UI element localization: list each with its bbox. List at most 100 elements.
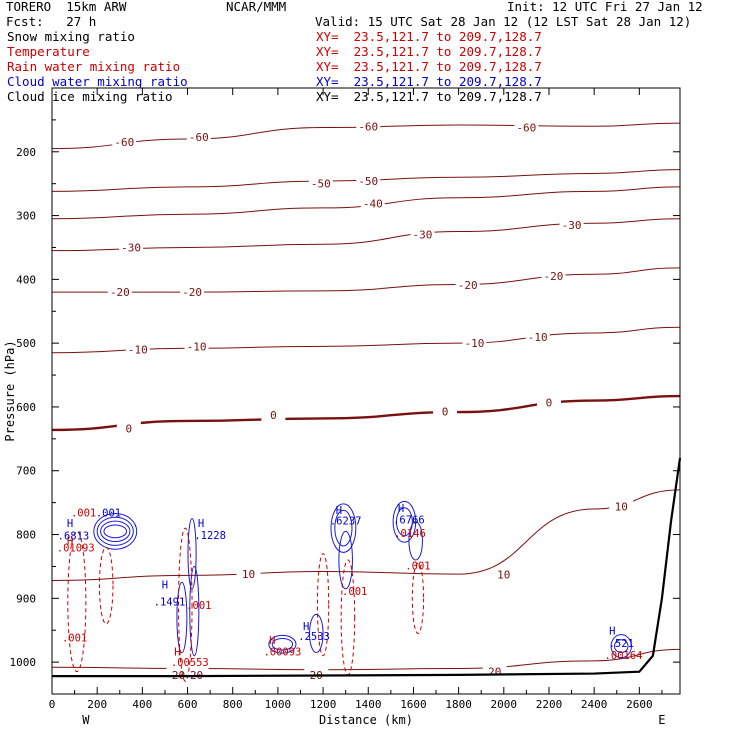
cloud-water-contour xyxy=(100,520,131,543)
mixing-ratio-annotation: .6813 xyxy=(58,531,90,543)
mixing-ratio-annotation: .001 xyxy=(342,586,367,598)
isotherm-label: -40 xyxy=(363,197,383,210)
x-tick-label: 1400 xyxy=(355,698,382,711)
isotherm-label: 20 xyxy=(488,666,501,679)
plot-frame xyxy=(51,87,681,695)
isotherm-label-bg xyxy=(125,342,150,356)
model-label: TORERO 15km ARW xyxy=(6,0,127,14)
isotherm-label: -60 xyxy=(358,120,378,133)
isotherm-label-bg xyxy=(541,269,566,283)
isotherm-label-bg xyxy=(491,567,516,581)
y-axis-title: Pressure (hPa) xyxy=(3,340,17,441)
isotherm-label-bg xyxy=(180,285,205,299)
x-tick-label: 2600 xyxy=(626,698,653,711)
isotherm-label-bg xyxy=(184,339,209,353)
isotherm-label-bg xyxy=(559,218,584,232)
y-tick-label: 400 xyxy=(16,273,36,286)
valid-label: Valid: 15 UTC Sat 28 Jan 12 (12 LST Sat … xyxy=(315,14,692,29)
cloud-water-contour xyxy=(309,613,324,654)
isotherm-label-bg xyxy=(462,336,487,350)
x-tick-label: 1200 xyxy=(310,698,337,711)
isotherm-label: -20 xyxy=(182,286,202,299)
mixing-ratio-annotation: .001 xyxy=(186,600,211,612)
isotherm-label-bg xyxy=(166,667,191,681)
rain-water-contour xyxy=(340,559,356,676)
isotherm-label: -50 xyxy=(358,175,378,188)
rain-water-contour xyxy=(67,530,87,673)
y-tick-label: 700 xyxy=(16,465,36,478)
mixing-ratio-annotation: .521 xyxy=(609,638,634,650)
cloud-water-contour xyxy=(96,516,134,546)
cloud-water-contour xyxy=(176,581,188,654)
isotherm-label: -60 xyxy=(189,131,209,144)
field-temperature-name: Temperature xyxy=(7,44,90,59)
mixing-ratio-annotation: .1228 xyxy=(194,530,226,542)
mixing-ratio-annotation: .001 xyxy=(405,561,430,573)
x-tick-label: 1800 xyxy=(445,698,472,711)
terrain-surface-line xyxy=(52,457,682,678)
x-tick-label: 1000 xyxy=(265,698,292,711)
isotherm-label: -10 xyxy=(528,331,548,344)
isotherm-label: -20 xyxy=(544,270,564,283)
mixing-ratio-annotation: .001 xyxy=(62,633,87,645)
cloud-water-contour xyxy=(330,503,357,553)
isotherm-label-bg xyxy=(410,227,435,241)
mixing-ratio-annotation: H xyxy=(162,580,168,592)
cloud-water-contour xyxy=(271,638,294,651)
isotherm-label-bg xyxy=(308,176,333,190)
field-temperature-xy: XY= 23.5,121.7 to 209.7,128.7 xyxy=(316,44,542,59)
east-label: E xyxy=(658,713,665,727)
isotherm-label: 10 xyxy=(615,500,628,513)
isotherm-0 xyxy=(51,394,681,432)
isotherm-label: -20 xyxy=(458,279,478,292)
mixing-ratio-annotation: .001 xyxy=(96,508,121,520)
isotherm-label: -10 xyxy=(464,337,484,350)
mixing-ratio-annotation: .00553 xyxy=(171,657,209,669)
field-rain-name: Rain water mixing ratio xyxy=(7,59,181,74)
rain-water-contour xyxy=(98,546,114,625)
x-axis-title: Distance (km) xyxy=(319,713,413,727)
x-tick-label: 600 xyxy=(178,698,198,711)
cloud-water-contour xyxy=(613,639,629,654)
isotherm-label-bg xyxy=(455,278,480,292)
isotherm-label: 10 xyxy=(497,569,510,582)
isotherm-label-bg xyxy=(433,404,458,418)
isotherm-label-bg xyxy=(356,119,381,133)
isotherm-minus-10 xyxy=(51,326,681,354)
isotherm-label: -60 xyxy=(516,122,536,135)
org-label: NCAR/MMM xyxy=(226,0,287,14)
mixing-ratio-annotation: H xyxy=(67,518,73,530)
x-tick-label: 2400 xyxy=(581,698,608,711)
y-tick-label: 1000 xyxy=(10,656,37,669)
field-snow-name: Snow mixing ratio xyxy=(7,29,135,44)
isotherm-label: -10 xyxy=(128,344,148,357)
isotherm-minus-30 xyxy=(51,218,681,252)
mixing-ratio-annotation: H xyxy=(198,518,204,530)
isotherm-label: -50 xyxy=(311,178,331,191)
isotherm-label: 0 xyxy=(270,409,277,422)
mixing-ratio-annotation: H xyxy=(174,647,180,659)
mixing-ratio-annotation: .00164 xyxy=(605,650,643,662)
x-tick-label: 1600 xyxy=(400,698,427,711)
forecast-label: Fcst: 27 h xyxy=(6,14,97,29)
isotherm-minus-50 xyxy=(51,169,681,192)
x-tick-label: 0 xyxy=(49,698,56,711)
cloud-water-contour xyxy=(93,512,138,550)
isotherm-label-bg xyxy=(536,395,561,409)
isotherm-label: -30 xyxy=(413,229,433,242)
isotherm-label-bg xyxy=(236,567,261,581)
isotherm-label: -10 xyxy=(187,340,207,353)
field-cloudwater-xy: XY= 23.5,121.7 to 209.7,128.7 xyxy=(316,74,542,89)
cloud-water-contour xyxy=(395,507,413,537)
rain-water-contour xyxy=(411,562,425,634)
isotherm-label: 10 xyxy=(242,568,255,581)
isotherm-label-bg xyxy=(119,240,144,254)
y-tick-label: 200 xyxy=(16,146,36,159)
mixing-ratio-annotation: .001 xyxy=(71,508,96,520)
cloud-water-contour xyxy=(408,521,423,561)
x-tick-label: 2200 xyxy=(536,698,563,711)
isotherm-minus-20 xyxy=(52,267,681,293)
rain-water-contour xyxy=(178,527,193,682)
isotherm-label-bg xyxy=(112,135,137,149)
